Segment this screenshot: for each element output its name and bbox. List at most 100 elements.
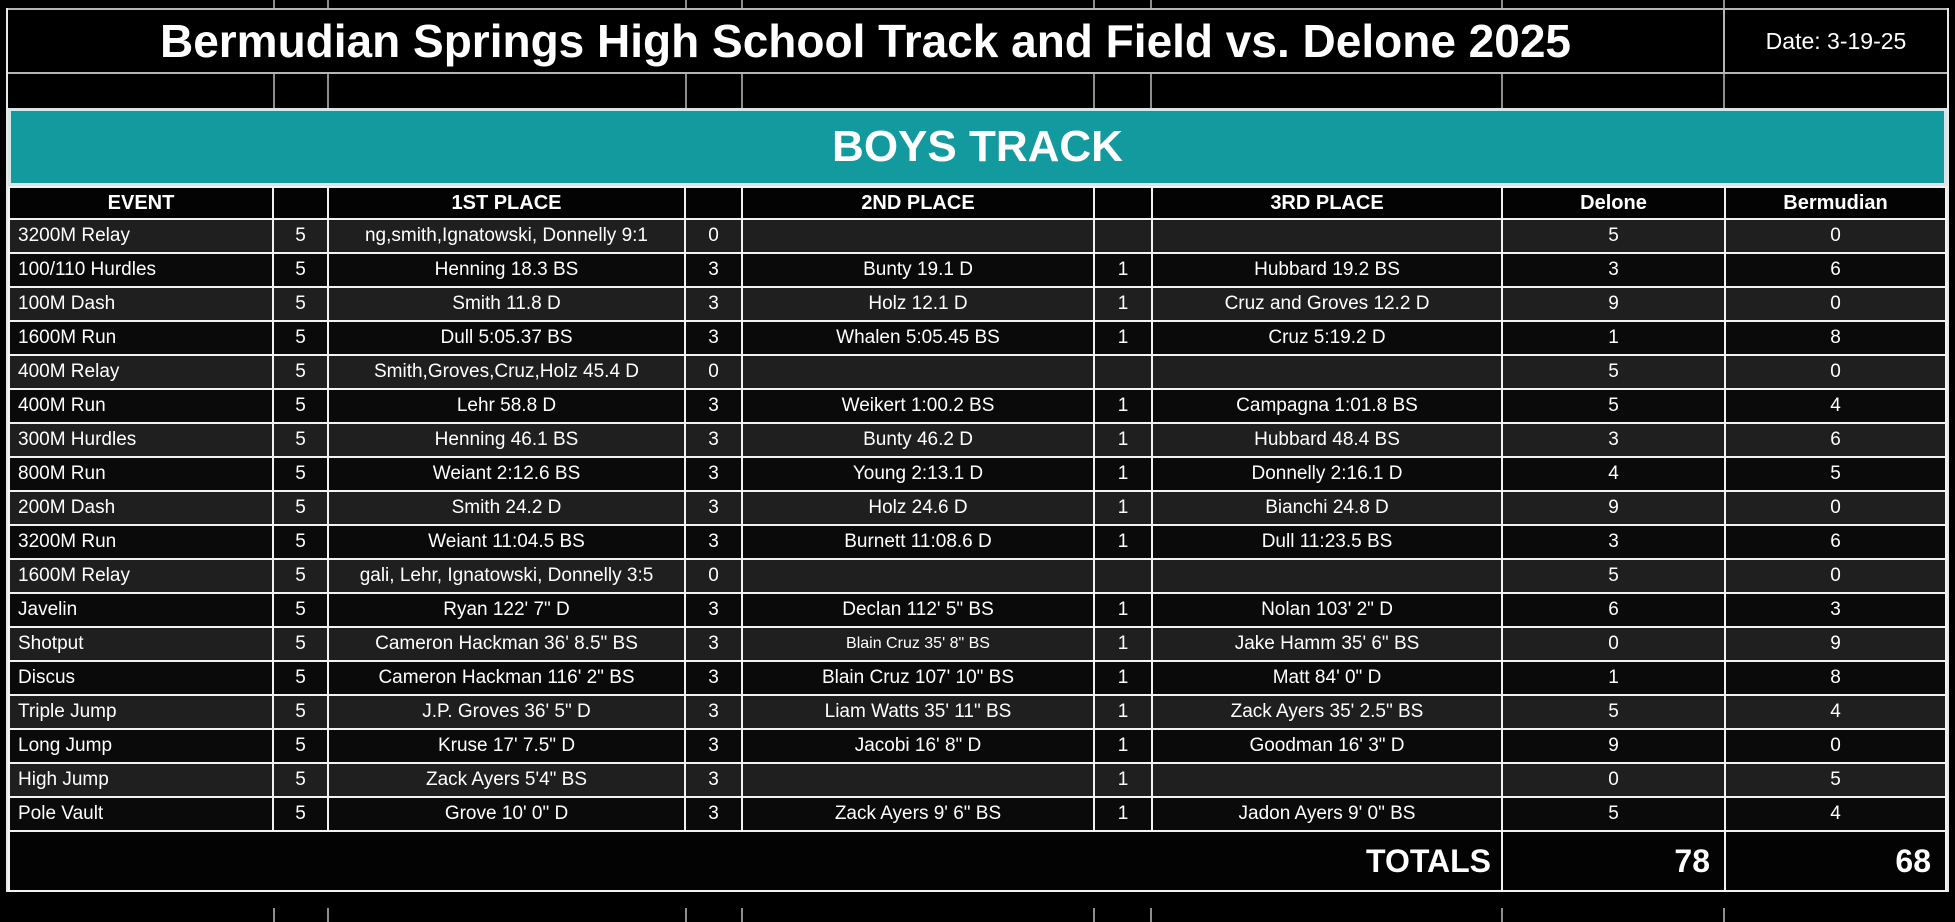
first-place-cell: Zack Ayers 5'4" BS [329,764,684,796]
gridline [685,74,687,108]
column-header-first-place: 1ST PLACE [329,188,684,218]
points-cell: 5 [274,662,327,694]
points-cell: 1 [1095,764,1151,796]
points-cell: 0 [686,220,741,252]
first-place-cell: Henning 18.3 BS [329,254,684,286]
points-cell: 5 [274,526,327,558]
points-cell: 1 [1095,288,1151,320]
points-cell: 5 [274,798,327,830]
event-cell: 1600M Run [10,322,272,354]
first-place-cell: Henning 46.1 BS [329,424,684,456]
points-cell: 1 [1095,322,1151,354]
delone-score-cell: 4 [1503,458,1724,490]
third-place-cell: Hubbard 19.2 BS [1153,254,1501,286]
points-cell: 3 [686,492,741,524]
bermudian-score-cell: 5 [1726,764,1945,796]
first-place-cell: Dull 5:05.37 BS [329,322,684,354]
first-place-cell: Smith,Groves,Cruz,Holz 45.4 D [329,356,684,388]
second-place-cell: Bunty 46.2 D [743,424,1093,456]
points-cell: 5 [274,730,327,762]
third-place-cell: Cruz and Groves 12.2 D [1153,288,1501,320]
third-place-cell: Hubbard 48.4 BS [1153,424,1501,456]
delone-score-cell: 3 [1503,526,1724,558]
points-cell: 3 [686,798,741,830]
bermudian-score-cell: 0 [1726,356,1945,388]
bermudian-score-cell: 4 [1726,798,1945,830]
first-place-cell: J.P. Groves 36' 5" D [329,696,684,728]
points-cell: 3 [686,390,741,422]
points-cell: 1 [1095,594,1151,626]
column-header-spacer [1095,188,1151,218]
third-place-cell: Jake Hamm 35' 6" BS [1153,628,1501,660]
bermudian-score-cell: 6 [1726,526,1945,558]
second-place-cell: Young 2:13.1 D [743,458,1093,490]
points-cell: 1 [1095,662,1151,694]
points-cell: 1 [1095,458,1151,490]
page-title: Bermudian Springs High School Track and … [159,15,1572,67]
column-header-second-place: 2ND PLACE [743,188,1093,218]
gridline [685,0,687,8]
points-cell: 1 [1095,730,1151,762]
second-place-cell: Liam Watts 35' 11" BS [743,696,1093,728]
points-cell: 3 [686,662,741,694]
event-cell: Triple Jump [10,696,272,728]
gridline [327,0,329,8]
first-place-cell: Smith 24.2 D [329,492,684,524]
delone-score-cell: 5 [1503,696,1724,728]
points-cell: 3 [686,322,741,354]
third-place-cell: Cruz 5:19.2 D [1153,322,1501,354]
points-cell [1095,220,1151,252]
totals-label: TOTALS [10,832,1501,890]
points-cell: 5 [274,356,327,388]
third-place-cell: Dull 11:23.5 BS [1153,526,1501,558]
gridline [327,908,329,922]
second-place-cell: Whalen 5:05.45 BS [743,322,1093,354]
column-header-delone: Delone [1503,188,1724,218]
third-place-cell: Campagna 1:01.8 BS [1153,390,1501,422]
section-banner: BOYS TRACK [8,108,1947,186]
gridline [1150,74,1152,108]
delone-score-cell: 6 [1503,594,1724,626]
delone-score-cell: 0 [1503,628,1724,660]
second-place-cell: Jacobi 16' 8" D [743,730,1093,762]
grid-strip-middle [8,74,1947,108]
bermudian-score-cell: 0 [1726,730,1945,762]
gridline [1501,74,1503,108]
event-cell: Long Jump [10,730,272,762]
first-place-cell: Grove 10' 0" D [329,798,684,830]
results-table: EVENT 1ST PLACE 2ND PLACE 3RD PLACE Delone Be… [8,186,1947,892]
gridline [273,0,275,8]
third-place-cell: Zack Ayers 35' 2.5" BS [1153,696,1501,728]
third-place-cell: Donnelly 2:16.1 D [1153,458,1501,490]
gridline [685,908,687,922]
bermudian-score-cell: 0 [1726,560,1945,592]
gridline [273,908,275,922]
first-place-cell: gali, Lehr, Ignatowski, Donnelly 3:5 [329,560,684,592]
points-cell: 5 [274,696,327,728]
points-cell: 5 [274,322,327,354]
bermudian-score-cell: 8 [1726,662,1945,694]
gridline [741,0,743,8]
first-place-cell: Smith 11.8 D [329,288,684,320]
points-cell: 5 [274,594,327,626]
bermudian-score-cell: 0 [1726,492,1945,524]
third-place-cell: Bianchi 24.8 D [1153,492,1501,524]
bermudian-score-cell: 4 [1726,696,1945,728]
first-place-cell: Lehr 58.8 D [329,390,684,422]
delone-score-cell: 5 [1503,356,1724,388]
delone-score-cell: 5 [1503,390,1724,422]
event-cell: 1600M Relay [10,560,272,592]
third-place-cell [1153,220,1501,252]
gridline [327,74,329,108]
gridline [1501,908,1503,922]
event-cell: Javelin [10,594,272,626]
grid-strip-bottom [0,892,1955,922]
points-cell: 5 [274,220,327,252]
gridline [741,908,743,922]
gridline [1093,0,1095,8]
gridline [741,74,743,108]
second-place-cell: Blain Cruz 107' 10" BS [743,662,1093,694]
totals-delone: 78 [1503,832,1724,890]
column-header-spacer [274,188,327,218]
points-cell: 1 [1095,390,1151,422]
